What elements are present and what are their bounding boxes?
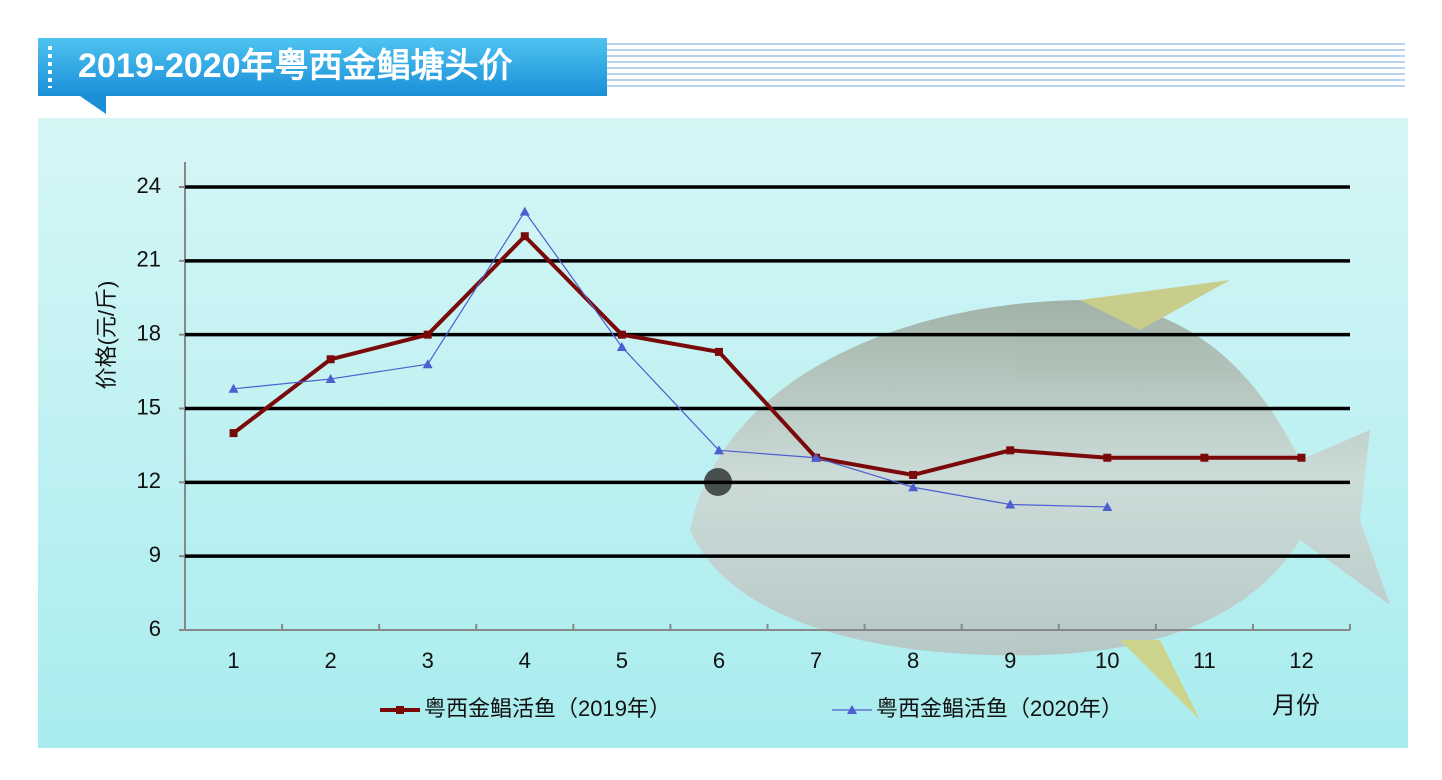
x-tick-label: 9 [1004, 648, 1016, 673]
point [325, 373, 336, 383]
x-tick-label: 11 [1193, 648, 1216, 673]
chart-title: 2019-2020年粤西金鲳塘头价 [78, 46, 513, 85]
point [1200, 453, 1209, 462]
legend-label: 粤西金鲳活鱼（2020年） [876, 696, 1123, 721]
legend-marker [396, 706, 404, 714]
point [229, 429, 238, 438]
point [616, 341, 627, 351]
x-tick-label: 3 [422, 648, 434, 673]
point [713, 445, 724, 455]
x-axis-label: 月份 [1272, 692, 1320, 719]
point [228, 383, 239, 393]
y-tick-label: 24 [137, 173, 161, 198]
banner-stripes [607, 43, 1405, 87]
x-tick-label: 10 [1095, 648, 1119, 673]
x-tick-label: 6 [713, 648, 725, 673]
point [909, 470, 918, 479]
x-tick-label: 1 [227, 648, 239, 673]
point [1103, 453, 1112, 462]
y-tick-label: 12 [137, 468, 161, 493]
point [520, 232, 529, 241]
y-tick-label: 15 [137, 394, 161, 419]
point [1102, 501, 1113, 511]
y-tick-label: 21 [137, 247, 161, 272]
banner [38, 38, 607, 96]
y-tick-label: 9 [149, 542, 161, 567]
point [422, 359, 433, 369]
series-line [232, 234, 1302, 477]
point [1297, 453, 1306, 462]
point [423, 330, 432, 339]
point [1006, 446, 1015, 455]
series-line [233, 211, 1108, 508]
x-tick-label: 2 [325, 648, 337, 673]
point [617, 330, 626, 339]
point [811, 452, 822, 462]
point [326, 355, 335, 364]
point [1005, 499, 1016, 509]
point [519, 206, 530, 216]
legend-label: 粤西金鲳活鱼（2019年） [424, 696, 671, 721]
y-tick-label: 18 [137, 320, 161, 345]
y-axis-label: 价格(元/斤) [94, 281, 119, 390]
point [908, 482, 919, 492]
point [714, 347, 723, 356]
x-tick-label: 5 [616, 648, 628, 673]
fish-illustration [690, 280, 1390, 720]
x-tick-label: 8 [907, 648, 919, 673]
y-tick-label: 6 [149, 616, 161, 641]
x-tick-label: 4 [519, 648, 531, 673]
banner-tail [80, 96, 106, 114]
x-tick-label: 12 [1289, 648, 1313, 673]
legend-marker [847, 705, 857, 714]
x-tick-label: 7 [810, 648, 822, 673]
